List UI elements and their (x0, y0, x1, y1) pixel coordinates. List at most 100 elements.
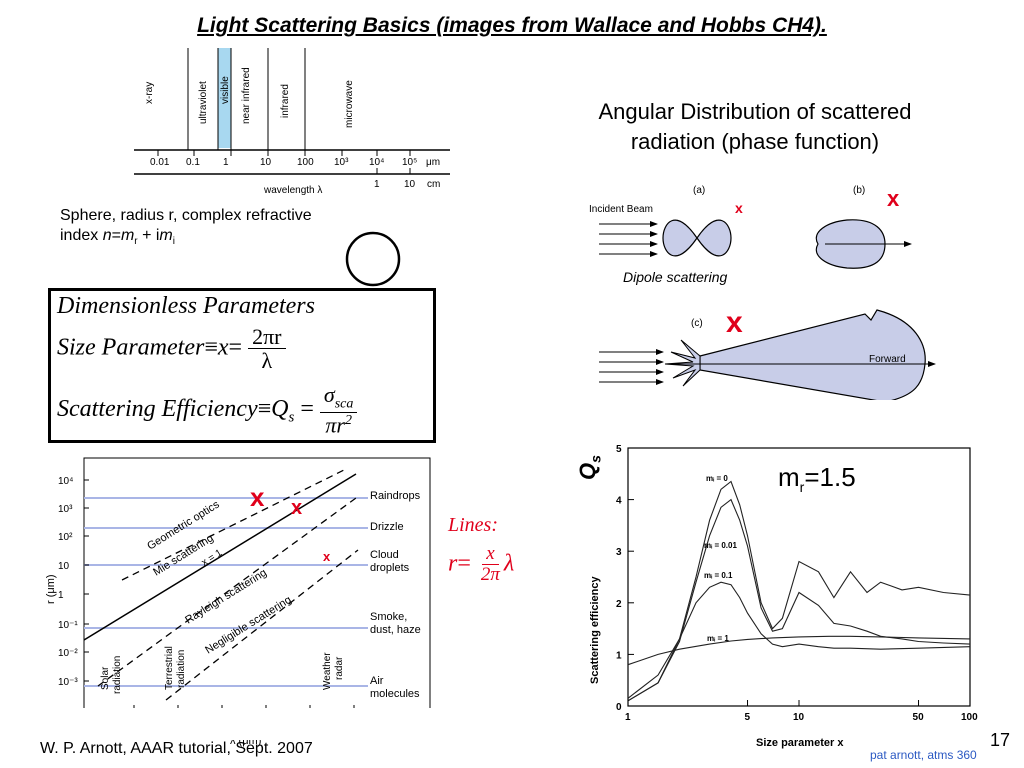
slide-title: Light Scattering Basics (images from Wal… (197, 14, 827, 37)
label-solar: Solar (100, 666, 111, 690)
wavelength-axis-label: wavelength λ (263, 185, 322, 196)
label-terrestrial: Terrestrial (164, 646, 175, 690)
label-terrestrial-radiation: radiation (176, 650, 187, 688)
um-tick-label: 0.1 (186, 157, 200, 168)
label-droplets: droplets (370, 562, 410, 574)
label-a: (a) (693, 185, 705, 196)
eff-x-tick-label: 50 (913, 712, 925, 723)
eff-plot-frame (627, 447, 971, 707)
curve-label-01: mᵢ = 0.1 (704, 571, 733, 580)
page-number: 17 (990, 730, 1011, 750)
regime-mark-x-3: x (323, 549, 331, 564)
eff-y-tick-label: 2 (616, 599, 622, 610)
regime-y-tick-label: 10⁴ (58, 476, 73, 487)
um-tick-label: 10⁵ (402, 157, 417, 168)
eff-x-tick-label: 10 (793, 712, 805, 723)
sphere-description: Sphere, radius r, complex refractive ind… (60, 206, 312, 252)
regime-y-tick-label: 10⁻² (58, 648, 78, 659)
band-label-visible: visible (220, 76, 231, 104)
label-drizzle: Drizzle (370, 521, 404, 533)
curve-label-0: mᵢ = 0 (706, 474, 728, 483)
x-equals-1-line (83, 473, 357, 641)
regime-y-tick-label: 10³ (58, 504, 73, 515)
dipole-lobe (662, 219, 732, 257)
sphere-circle (345, 231, 401, 287)
incident-beam-label: Incident Beam (589, 204, 653, 215)
sphere-line-2: index n=mr + imi (60, 227, 175, 248)
label-weather-radar: radar (334, 656, 345, 680)
sphere-line-1: Sphere, radius r, complex refractive (60, 207, 312, 224)
band-label-infrared: infrared (280, 84, 291, 118)
regime-y-tick-label: 1 (58, 590, 64, 601)
label-cloud: Cloud (370, 549, 399, 561)
mark-x-a: x (735, 200, 743, 216)
backscatter-spikes (664, 339, 701, 387)
band-label-microwave: microwave (344, 80, 355, 128)
regime-mark-x-1: x (250, 482, 265, 512)
curve-label-001: mᵢ = 0.01 (704, 541, 737, 550)
cm-tick-1: 1 (374, 179, 380, 190)
label-b: (b) (853, 185, 865, 196)
rayleigh-boundary (97, 497, 357, 687)
regime-mark-x-2: x (291, 497, 302, 519)
scattering-efficiency-equation: Scattering Efficiency≡Qs = σsca πr2 (57, 383, 358, 438)
cm-unit: cm (427, 179, 440, 190)
label-dust-haze: dust, haze (370, 624, 421, 636)
cm-tick-10: 10 (404, 179, 416, 190)
lines-equation: r= x 2π λ (448, 543, 515, 585)
mark-x-c: x (726, 306, 743, 339)
label-air: Air (370, 675, 384, 687)
band-label-ultraviolet: ultraviolet (198, 81, 209, 124)
eff-y-tick-label: 5 (616, 444, 622, 455)
um-tick-label: 1 (223, 157, 229, 168)
um-tick-label: 10³ (334, 157, 349, 168)
regime-y-label: r (μm) (45, 574, 57, 604)
eff-series-line-0 (627, 480, 971, 702)
mark-x-b: x (887, 186, 900, 211)
eff-y-tick-label: 1 (616, 650, 622, 661)
footer-left: W. P. Arnott, AAAR tutorial, Sept. 2007 (40, 740, 313, 757)
lines-label: Lines: (448, 514, 498, 536)
regime-y-tick-label: 10 (58, 561, 70, 572)
mr-label: mr=1.5 (778, 462, 856, 496)
regime-y-tick-label: 10⁻¹ (58, 620, 78, 631)
label-raindrops: Raindrops (370, 490, 421, 502)
eff-x-tick-label: 1 (625, 712, 631, 723)
eff-x-tick-label: 100 (961, 712, 978, 723)
band-label-xray: x-ray (144, 82, 155, 104)
band-label-near-infrared: near infrared (241, 67, 252, 124)
eff-y-label: Scattering efficiency (589, 576, 601, 684)
phase-function-figure: (a) (b) Incident Beam Dipole scattering … (589, 185, 936, 400)
eff-series-line-3 (627, 635, 971, 666)
box-header: Dimensionless Parameters (57, 293, 315, 319)
angular-title: Angular Distribution of scattered radiat… (598, 99, 912, 154)
regime-y-tick-label: 10² (58, 532, 73, 543)
dimensionless-parameters-box: Dimensionless Parameters Size Parameter≡… (48, 288, 436, 443)
label-molecules: molecules (370, 688, 420, 700)
curve-label-1: mᵢ = 1 (707, 634, 729, 643)
um-tick-label: 100 (297, 157, 314, 168)
footer-right: pat arnott, atms 360 (870, 748, 977, 762)
um-tick-label: 10 (260, 157, 272, 168)
eff-y-tick-label: 0 (616, 702, 622, 713)
label-smoke: Smoke, (370, 611, 407, 623)
label-weather: Weather (322, 652, 333, 690)
eff-y-tick-label: 3 (616, 547, 622, 558)
eff-x-label: Size parameter x (756, 737, 844, 749)
label-solar-radiation: radiation (112, 656, 123, 694)
um-tick-label: 10⁴ (369, 157, 384, 168)
forward-label: Forward (869, 354, 906, 365)
eff-x-tick-label: 5 (745, 712, 751, 723)
dipole-caption: Dipole scattering (623, 269, 727, 285)
visible-band (218, 48, 231, 148)
geometric-boundary (121, 469, 345, 581)
qs-symbol: Qs (575, 455, 604, 480)
em-spectrum-figure: x-ray ultraviolet visible near infrared … (134, 48, 450, 196)
footer-cover (36, 708, 438, 740)
eff-y-tick-label: 4 (616, 496, 622, 507)
label-c: (c) (691, 318, 703, 329)
negligible-boundary (165, 549, 359, 701)
size-parameter-equation: Size Parameter≡x= 2πr λ (57, 325, 286, 373)
um-unit: μm (426, 157, 440, 168)
